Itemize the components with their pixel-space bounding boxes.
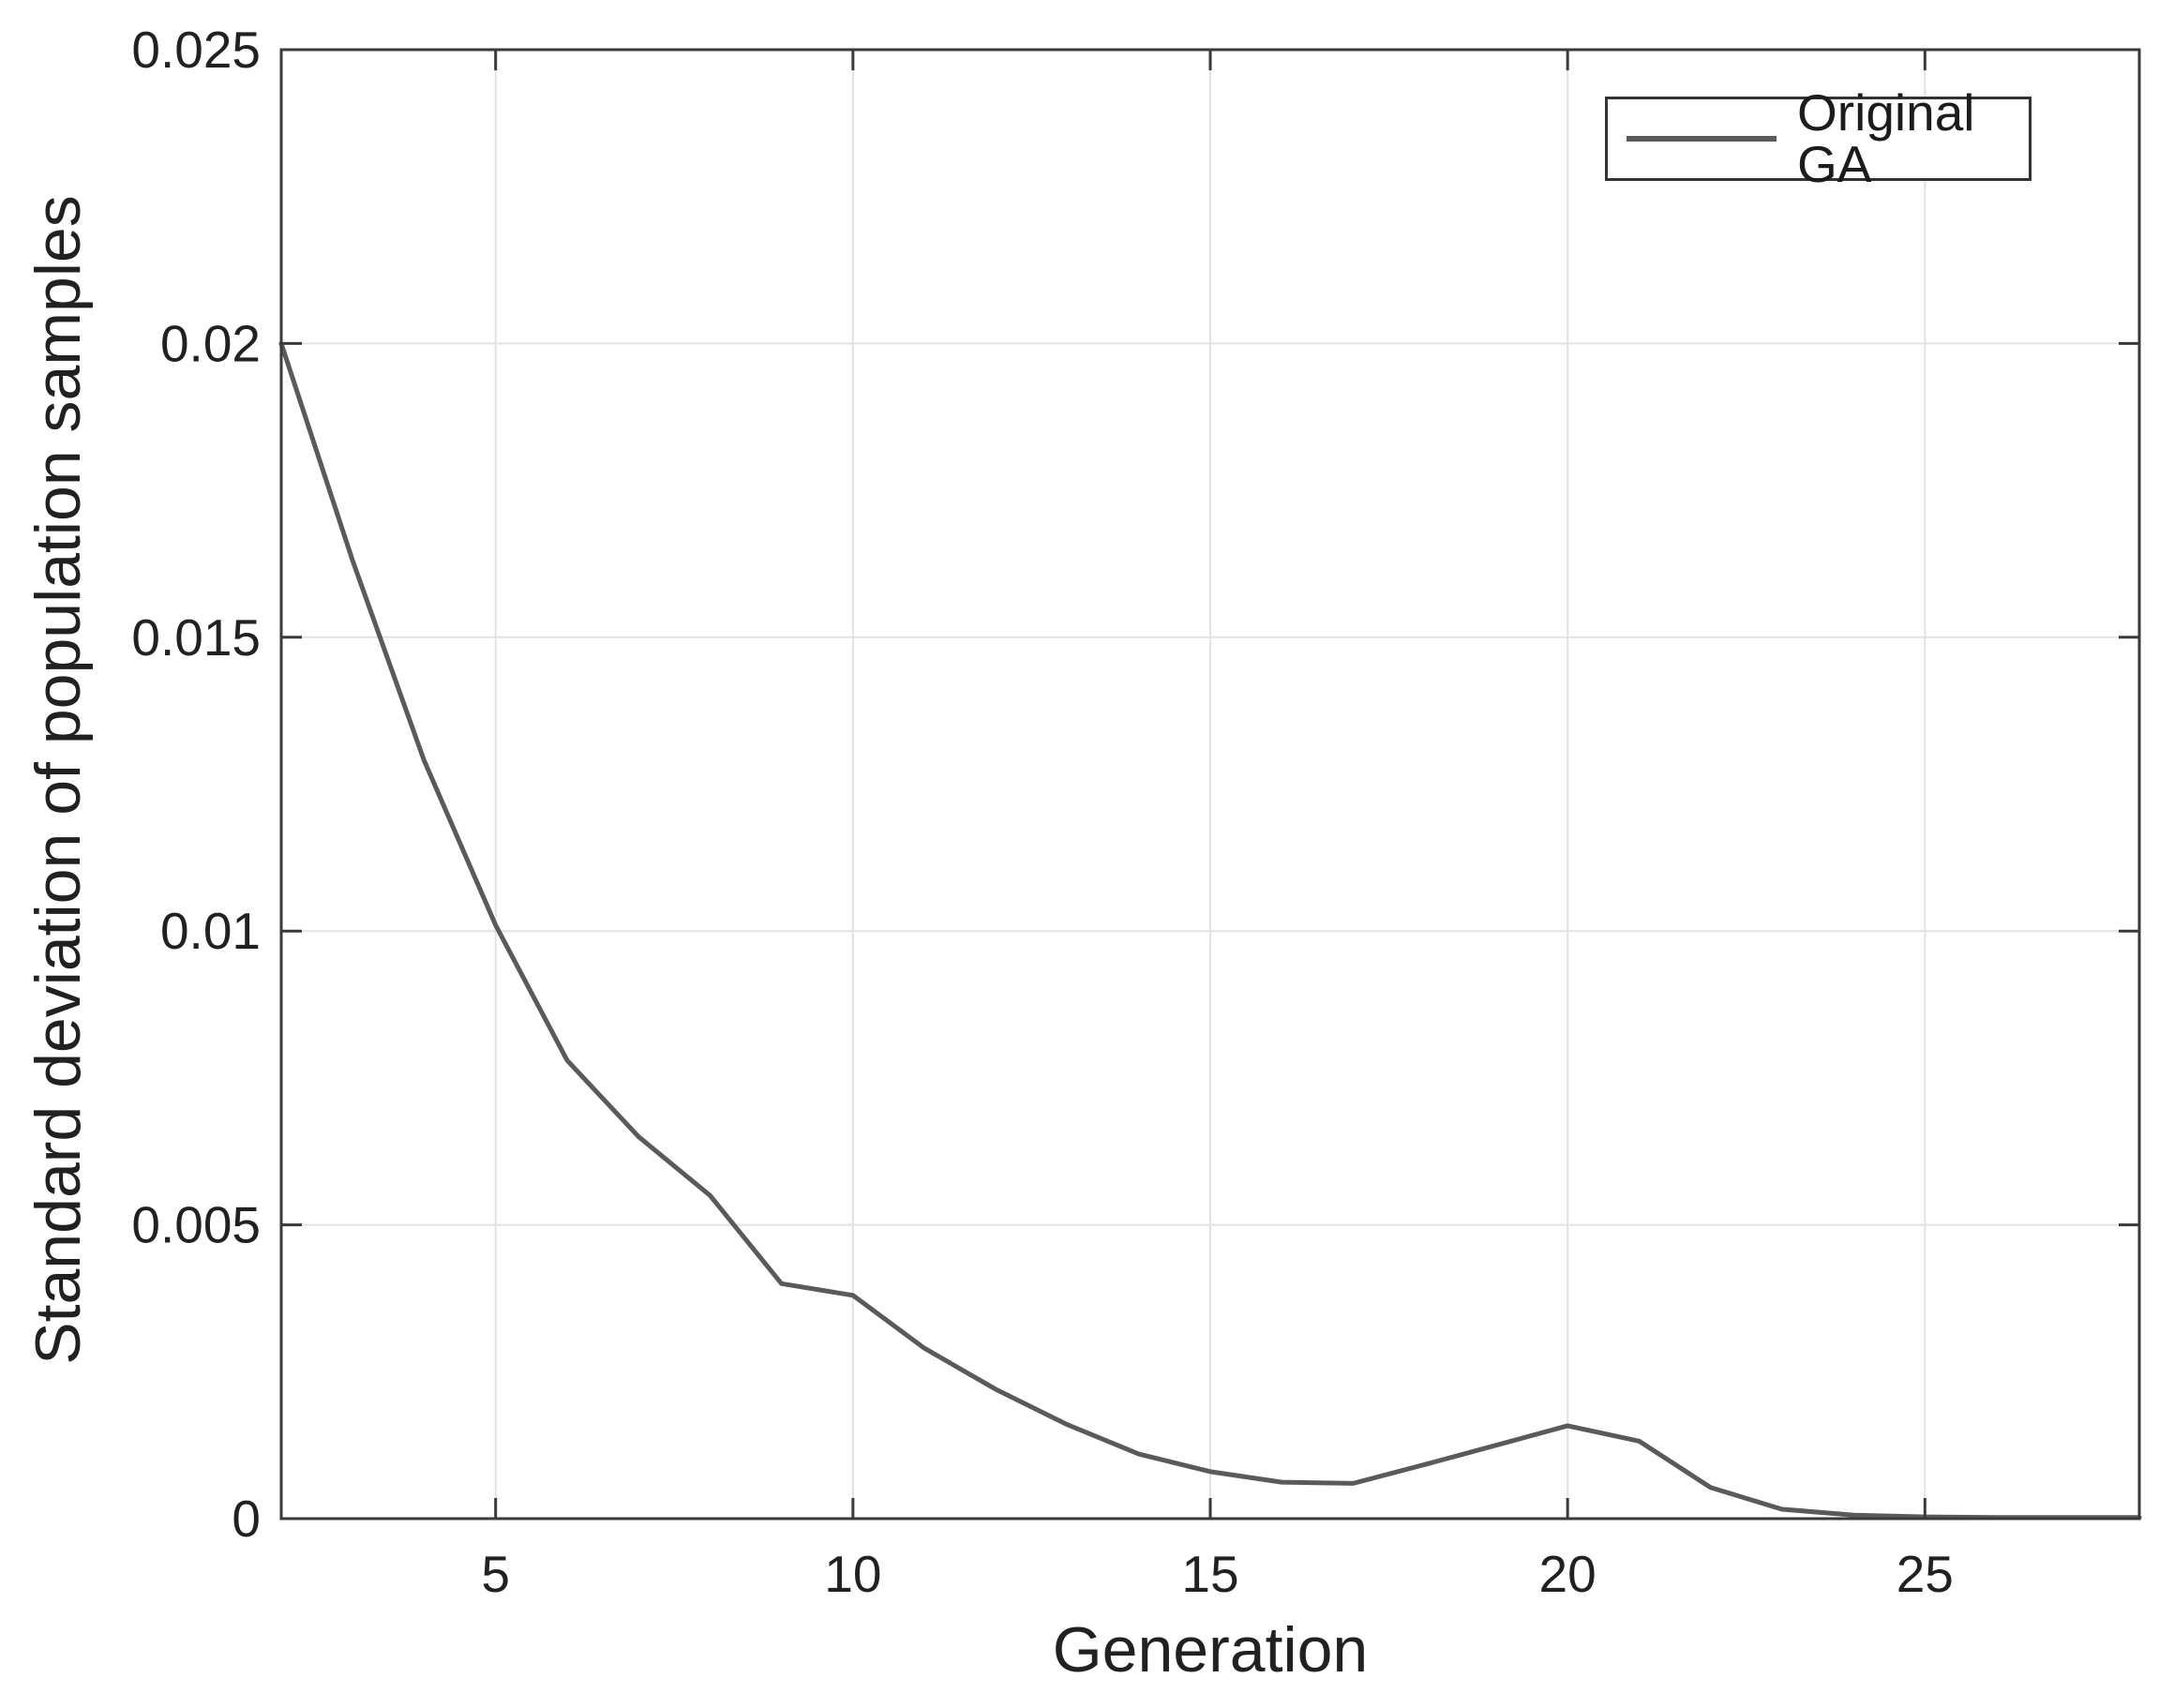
y-tick-label: 0.01 bbox=[160, 902, 261, 960]
x-tick-label: 5 bbox=[481, 1545, 510, 1603]
y-tick-label: 0.025 bbox=[131, 21, 261, 79]
data-line bbox=[278, 340, 2142, 1521]
x-tick-labels: 5 10 15 20 25 bbox=[481, 1545, 1954, 1603]
x-axis-label: Generation bbox=[1052, 1614, 1369, 1686]
gridlines bbox=[281, 49, 2139, 1520]
legend-line-sample-icon bbox=[1627, 136, 1777, 142]
x-tick-label: 10 bbox=[824, 1545, 881, 1603]
x-tick-label: 20 bbox=[1539, 1545, 1597, 1603]
y-tick-label: 0 bbox=[232, 1490, 261, 1548]
y-tick-label: 0.015 bbox=[131, 608, 261, 667]
y-tick-label: 0.005 bbox=[131, 1196, 261, 1254]
y-axis-label: Standard deviation of population samples bbox=[22, 195, 94, 1365]
x-tick-label: 15 bbox=[1181, 1545, 1238, 1603]
tick-marks bbox=[281, 48, 2139, 1521]
legend-entry-label: Original GA bbox=[1797, 83, 1975, 193]
legend-box: Original GA bbox=[1605, 87, 2032, 190]
y-tick-label: 0.02 bbox=[160, 314, 261, 372]
x-tick-label: 25 bbox=[1897, 1545, 1954, 1603]
series-lines bbox=[278, 340, 2142, 1521]
y-tick-labels: 0 0.005 0.01 0.015 0.02 0.025 bbox=[131, 21, 261, 1548]
